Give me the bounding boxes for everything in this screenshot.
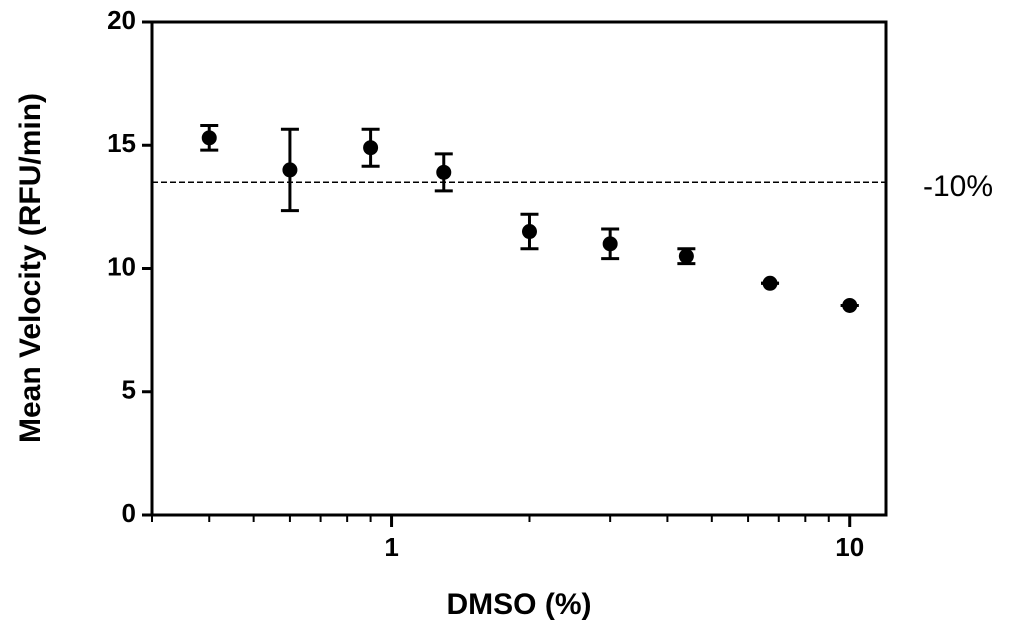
y-tick-label: 15	[107, 128, 136, 158]
y-tick-label: 5	[122, 375, 136, 405]
y-axis-title: Mean Velocity (RFU/min)	[14, 93, 47, 443]
plot-frame	[150, 20, 888, 517]
x-tick-label: 1	[384, 532, 398, 562]
point	[762, 275, 778, 291]
point	[436, 164, 452, 180]
y-tick-label: 10	[107, 251, 136, 281]
y-tick-label: 0	[122, 498, 136, 528]
point	[521, 224, 537, 240]
y-tick-label: 20	[107, 5, 136, 35]
point	[363, 140, 379, 156]
point	[201, 130, 217, 146]
x-axis-title: DMSO (%)	[447, 588, 592, 621]
point	[678, 248, 694, 264]
point	[282, 162, 298, 178]
x-tick-label: 10	[835, 532, 864, 562]
point	[842, 297, 858, 313]
reference-label: -10%	[923, 170, 993, 203]
point	[602, 236, 618, 252]
